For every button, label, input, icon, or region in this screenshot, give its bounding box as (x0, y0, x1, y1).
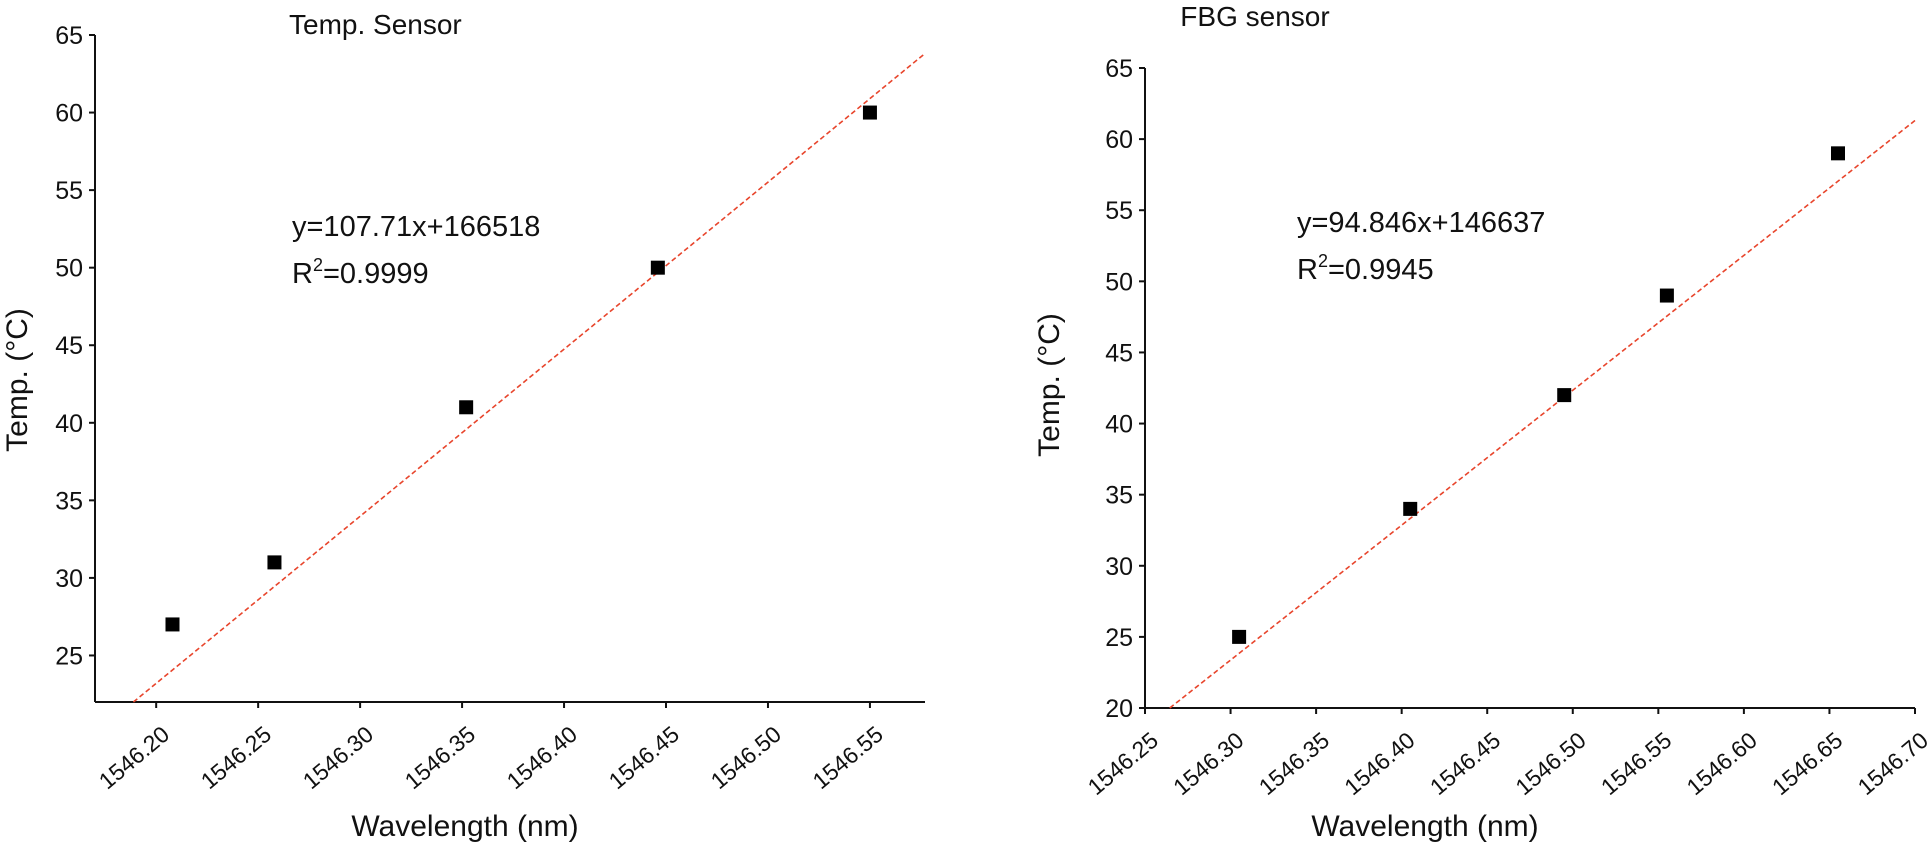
y-tick-label: 45 (1105, 339, 1133, 367)
r-squared-value: =0.9999 (323, 258, 429, 290)
y-tick-label: 40 (1105, 411, 1133, 439)
data-point (650, 260, 665, 275)
y-tick-label: 30 (1105, 553, 1133, 581)
data-point (459, 400, 474, 415)
y-tick-label: 60 (55, 100, 83, 128)
x-tick-label: 1546.25 (1083, 727, 1163, 800)
chart-title: FBG sensor (1180, 1, 1329, 32)
x-tick-label: 1546.35 (1254, 727, 1334, 800)
data-point (267, 555, 282, 570)
r-squared-superscript: 2 (313, 255, 323, 275)
x-tick-label: 1546.30 (1168, 727, 1248, 800)
x-tick-label: 1546.45 (604, 721, 684, 794)
r-squared-label: R2=0.9999 (292, 255, 429, 290)
y-tick-label: 45 (55, 332, 83, 360)
r-squared-label: R2=0.9945 (1297, 251, 1434, 286)
fit-equation: y=94.846x+146637 (1297, 207, 1545, 239)
y-tick-label: 35 (55, 487, 83, 515)
y-axis-label: Temp. (°C) (1, 308, 34, 452)
y-tick-label: 25 (1105, 624, 1133, 652)
r-squared-prefix: R (292, 258, 313, 290)
x-tick-label: 1546.20 (94, 721, 174, 794)
x-tick-label: 1546.35 (400, 721, 480, 794)
x-axis-label: Wavelength (nm) (1311, 810, 1538, 843)
y-tick-label: 65 (1105, 55, 1133, 83)
y-tick-label: 40 (55, 410, 83, 438)
y-tick-label: 25 (55, 642, 83, 670)
x-tick-label: 1546.40 (502, 721, 582, 794)
x-tick-label: 1546.50 (706, 721, 786, 794)
x-tick-label: 1546.65 (1767, 727, 1847, 800)
x-tick-label: 1546.40 (1339, 727, 1419, 800)
y-axis-label: Temp. (°C) (1033, 313, 1066, 457)
x-tick-label: 1546.55 (1596, 727, 1676, 800)
data-point (165, 617, 180, 632)
chart-temp-sensor: Temp. Sensor y=107.71x+166518 R2=0.9999 … (1, 9, 926, 843)
chart-fbg-sensor: FBG sensor y=94.846x+146637 R2=0.9945 Te… (1033, 1, 1930, 843)
y-tick-label: 50 (1105, 268, 1133, 296)
y-tick-label: 55 (1105, 197, 1133, 225)
chart-title: Temp. Sensor (289, 9, 462, 40)
x-tick-label: 1546.55 (808, 721, 888, 794)
x-tick-label: 1546.50 (1510, 727, 1590, 800)
data-point (1232, 629, 1247, 644)
x-tick-label: 1546.70 (1853, 727, 1930, 800)
x-tick-label: 1546.60 (1681, 727, 1761, 800)
x-tick-label: 1546.45 (1425, 727, 1505, 800)
r-squared-value: =0.9945 (1328, 254, 1434, 286)
r-squared-prefix: R (1297, 254, 1318, 286)
y-tick-label: 65 (55, 22, 83, 50)
x-tick-label: 1546.30 (298, 721, 378, 794)
y-tick-label: 50 (55, 255, 83, 283)
data-point (1831, 146, 1845, 161)
y-tick-label: 35 (1105, 482, 1133, 510)
fit-equation: y=107.71x+166518 (292, 211, 540, 243)
fit-line (1169, 119, 1916, 709)
y-tick-label: 20 (1105, 695, 1133, 723)
data-point (1557, 388, 1572, 403)
data-point (862, 105, 877, 120)
r-squared-superscript: 2 (1318, 251, 1328, 271)
y-tick-label: 55 (55, 177, 83, 205)
y-tick-label: 30 (55, 565, 83, 593)
x-axis-label: Wavelength (nm) (351, 810, 578, 843)
y-tick-label: 60 (1105, 126, 1133, 154)
data-point (1659, 288, 1674, 303)
data-point (1403, 501, 1418, 516)
fit-line (132, 52, 926, 703)
x-tick-label: 1546.25 (196, 721, 276, 794)
